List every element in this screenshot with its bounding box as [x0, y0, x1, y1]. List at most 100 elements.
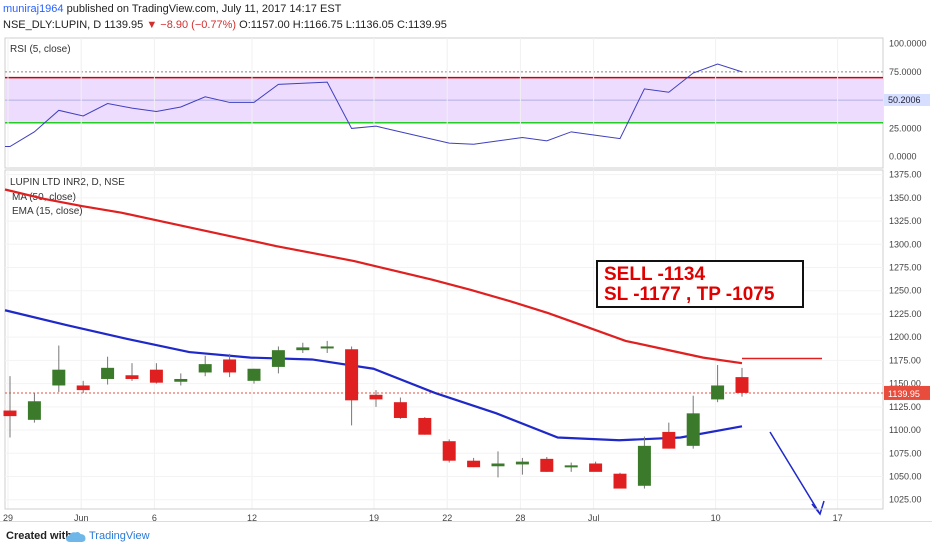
candle-body: [149, 369, 163, 383]
candle-body: [369, 394, 383, 400]
candle-body: [345, 349, 359, 401]
candle: [442, 439, 456, 463]
candle-body: [662, 431, 676, 449]
x-tick-label: 19: [369, 513, 379, 521]
candle: [247, 368, 261, 384]
candle: [515, 457, 529, 475]
x-tick-label: Jun: [74, 513, 89, 521]
x-tick-label: 22: [442, 513, 452, 521]
candle: [662, 422, 676, 449]
candle-body: [223, 359, 237, 373]
ma50-legend: MA (50, close): [12, 192, 76, 203]
price-y-tick-label: 1175.00: [889, 355, 921, 365]
rsi-y-tick-label: 25.0000: [889, 123, 922, 133]
tradingview-cloud-icon[interactable]: [66, 531, 86, 543]
candle-body: [589, 463, 603, 472]
candle: [589, 461, 603, 472]
candle: [3, 376, 17, 438]
candle: [540, 456, 554, 472]
sell-label: SELL -1134: [604, 264, 706, 285]
candle-body: [125, 375, 139, 379]
price-y-tick-label: 1225.00: [889, 309, 922, 319]
candle-body: [637, 445, 651, 486]
rsi-y-tick-label: 75.0000: [889, 67, 922, 77]
x-tick-label: 10: [711, 513, 721, 521]
x-tick-label: Jul: [588, 513, 600, 521]
sl-tp-label: SL -1177 , TP -1075: [604, 284, 775, 305]
ema15-legend: EMA (15, close): [12, 206, 83, 217]
candle: [637, 436, 651, 489]
trade-annotation-box: SELL -1134 SL -1177 , TP -1075: [596, 260, 804, 308]
price-pane: LUPIN LTD INR2, D, NSE MA (50, close) EMA …: [3, 169, 884, 516]
rsi-last-value-label: 50.2006: [888, 95, 921, 105]
footer-bar: Created with TradingView: [0, 521, 932, 551]
candle: [52, 345, 66, 392]
rsi-y-tick-label: 0.0000: [889, 152, 917, 162]
price-y-tick-label: 1275.00: [889, 263, 922, 273]
rsi-y-tick-label: 100.0000: [889, 39, 927, 49]
rsi-pane: RSI (5, close): [4, 37, 884, 169]
price-y-tick-label: 1100.00: [889, 425, 921, 435]
price-y-tick-label: 1350.00: [889, 193, 922, 203]
candle: [198, 355, 212, 377]
last-price-tag: [884, 385, 930, 400]
candle-body: [247, 368, 261, 381]
candle: [125, 363, 139, 381]
candle: [564, 462, 578, 472]
down-arrow-icon: ▼: [146, 19, 158, 31]
x-tick-label: 12: [247, 513, 257, 521]
candle-body: [3, 410, 17, 417]
candle: [735, 367, 749, 397]
price-y-tick-label: 1250.00: [889, 286, 922, 296]
candle-body: [393, 402, 407, 418]
candle: [76, 380, 90, 393]
candle-body: [442, 441, 456, 461]
candle-body: [198, 364, 212, 373]
symbol-info: NSE_DLY:LUPIN, D 1139.95 ▼ −8.90 (−0.77%…: [3, 19, 447, 31]
candle: [491, 451, 505, 478]
ema15-line: [4, 309, 743, 442]
candle: [101, 356, 115, 385]
prediction-arrow-head: [811, 500, 825, 516]
candle-body: [467, 460, 481, 468]
candle-body: [76, 385, 90, 391]
price-title: LUPIN LTD INR2, D, NSE: [10, 177, 125, 188]
last-price-tag-label: 1139.95: [888, 389, 920, 399]
symbol-name: NSE_DLY:LUPIN, D: [3, 19, 102, 31]
candle: [320, 340, 334, 353]
candle-body: [613, 473, 627, 489]
published-text: published on TradingView.com, July 11, 2…: [66, 3, 342, 15]
candle: [174, 373, 188, 386]
price-change: −8.90 (−0.77%): [160, 19, 237, 31]
candle-body: [174, 378, 188, 382]
candle: [271, 346, 285, 374]
candle-body: [540, 458, 554, 472]
candle: [223, 353, 237, 378]
candle: [393, 397, 407, 419]
x-tick-label: 28: [515, 513, 525, 521]
candle: [686, 395, 700, 449]
price-y-tick-label: 1125.00: [889, 402, 921, 412]
price-y-tick-label: 1200.00: [889, 332, 922, 342]
x-tick-label: 6: [152, 513, 157, 521]
chart-canvas[interactable]: RSI (5, close) LUPIN LTD INR2, D, NSE MA …: [0, 34, 932, 521]
tradingview-brand[interactable]: TradingView: [89, 530, 150, 542]
rsi-last-value-tag: [884, 93, 930, 106]
candle-body: [711, 385, 725, 400]
price-y-tick-label: 1150.00: [889, 379, 921, 389]
created-with-label: Created with: [6, 530, 73, 542]
ohlc-values: O:1157.00 H:1166.75 L:1136.05 C:1139.95: [239, 19, 447, 31]
candle: [369, 390, 383, 407]
candle-body: [491, 463, 505, 467]
rsi-title: RSI (5, close): [10, 44, 71, 55]
candle: [345, 346, 359, 426]
x-tick-label: 29: [3, 513, 13, 521]
x-tick-label: 17: [833, 513, 843, 521]
prediction-arrow-shaft: [769, 431, 821, 515]
price-y-tick-label: 1075.00: [889, 448, 922, 458]
candle: [418, 417, 432, 435]
candle: [711, 365, 725, 403]
author-name[interactable]: muniraj1964: [3, 3, 64, 15]
price-y-tick-label: 1025.00: [889, 495, 922, 505]
axis-layer: 100.0000 75.0000 25.0000 0.0000 50.2006 1375.…: [3, 39, 930, 521]
